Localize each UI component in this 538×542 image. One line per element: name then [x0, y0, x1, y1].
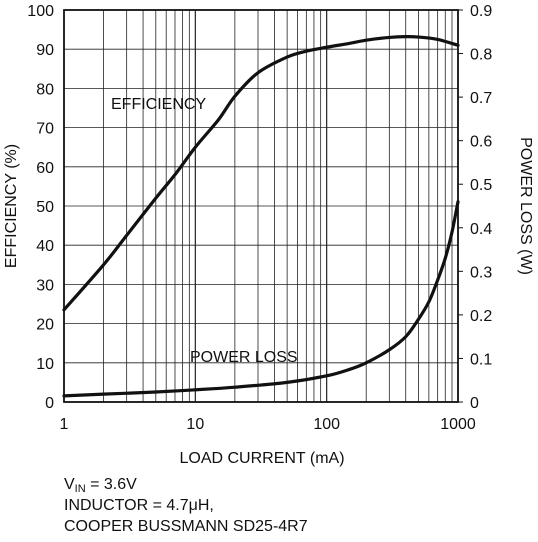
y-left-tick-label: 30 — [36, 277, 54, 294]
efficiency-curve — [62, 35, 460, 312]
x-tick-label: 10 — [186, 416, 204, 433]
y-left-tick-label: 100 — [27, 3, 54, 20]
plot-grid — [64, 10, 458, 402]
y-right-tick-label: 0.4 — [470, 221, 492, 238]
y-right-tick-label: 0.9 — [470, 3, 492, 20]
inductor-condition: INDUCTOR = 4.7μH, — [64, 497, 214, 514]
y-right-tick-label: 0.8 — [470, 47, 492, 64]
y-left-tick-label: 90 — [36, 42, 54, 59]
x-tick-label: 100 — [313, 416, 340, 433]
vin-condition: VIN = 3.6V — [64, 474, 308, 495]
y-right-tick-label: 0.2 — [470, 308, 492, 325]
y-right-tick-label: 0 — [470, 395, 479, 412]
x-axis-title: LOAD CURRENT (mA) — [179, 450, 344, 467]
inductor-part: COOPER BUSSMANN SD25-4R7 — [64, 518, 308, 535]
y-left-tick-label: 60 — [36, 160, 54, 177]
x-tick-label: 1000 — [440, 416, 476, 433]
test-conditions-caption: VIN = 3.6V INDUCTOR = 4.7μH, COOPER BUSS… — [64, 474, 308, 537]
y-left-tick-label: 50 — [36, 199, 54, 216]
power-loss-curve — [62, 200, 460, 398]
y-left-tick-label: 80 — [36, 81, 54, 98]
vin-symbol: V — [64, 476, 75, 493]
y-axis-title-left: EFFICIENCY (%) — [3, 144, 20, 268]
y-left-tick-label: 20 — [36, 317, 54, 334]
plot-curves — [62, 35, 460, 398]
y-left-tick-label: 0 — [45, 395, 54, 412]
y-axis-title-right: POWER LOSS (W) — [517, 137, 534, 275]
vin-value: = 3.6V — [85, 476, 137, 493]
x-tick-label: 1 — [60, 416, 69, 433]
y-right-tick-label: 0.1 — [470, 351, 492, 368]
y-right-tick-label: 0.6 — [470, 134, 492, 151]
y-right-tick-label: 0.5 — [470, 177, 492, 194]
y-left-tick-label: 70 — [36, 121, 54, 138]
y-right-tick-label: 0.3 — [470, 264, 492, 281]
y-left-tick-label: 10 — [36, 356, 54, 373]
power-loss-annotation: POWER LOSS — [190, 349, 298, 366]
y-right-tick-label: 0.7 — [470, 90, 492, 107]
vin-subscript: IN — [74, 483, 86, 495]
y-left-tick-label: 40 — [36, 238, 54, 255]
efficiency-power-loss-chart: 1 10 100 1000010203040506070809010000.10.20… — [3, 3, 534, 467]
efficiency-annotation: EFFICIENCY — [111, 96, 206, 113]
axis-ticks: 1 10 100 1000010203040506070809010000.10.20… — [27, 3, 492, 433]
